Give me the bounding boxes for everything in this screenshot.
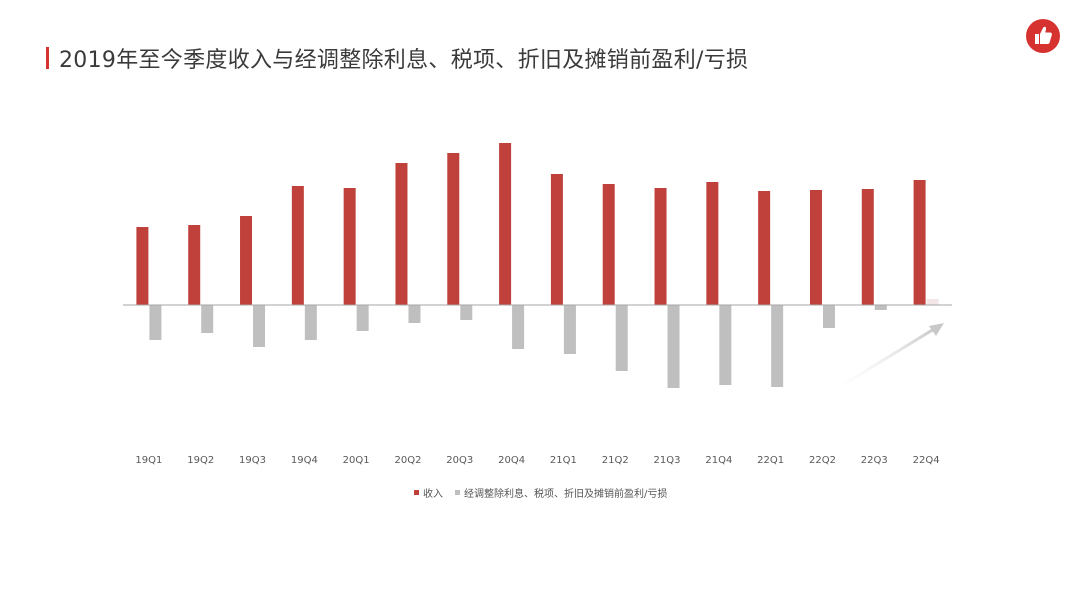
- bar-revenue-19q4: [291, 186, 304, 305]
- x-tick-label: 19Q2: [187, 455, 214, 466]
- thumbs-up-icon: [1026, 19, 1060, 53]
- bar-adjusted-ebitda-20q1: [356, 305, 369, 331]
- bar-revenue-19q3: [240, 216, 253, 305]
- bar-adjusted-ebitda-22q1: [771, 305, 784, 387]
- legend-item-adjusted-ebitda: 经调整除利息、税项、折旧及摊销前盈利/亏损: [455, 485, 667, 500]
- bar-revenue-22q1: [758, 191, 771, 305]
- x-tick-label: 22Q2: [809, 455, 836, 466]
- bar-revenue-21q2: [602, 184, 615, 305]
- page-title: 2019年至今季度收入与经调整除利息、税项、折旧及摊销前盈利/亏损: [59, 48, 749, 73]
- legend-label-adjusted-ebitda: 经调整除利息、税项、折旧及摊销前盈利/亏损: [464, 489, 668, 500]
- legend-swatch-revenue: [414, 490, 419, 495]
- bar-adjusted-ebitda-20q2: [408, 305, 421, 323]
- bar-revenue-20q4: [499, 143, 512, 305]
- bar-adjusted-ebitda-21q1: [563, 305, 576, 354]
- bar-adjusted-ebitda-22q3: [874, 305, 887, 310]
- bar-revenue-20q2: [395, 163, 408, 305]
- legend-label-revenue: 收入: [423, 489, 443, 500]
- bar-adjusted-ebitda-21q4: [719, 305, 732, 385]
- x-tick-label: 20Q3: [446, 455, 473, 466]
- chart-legend: 收入 经调整除利息、税项、折旧及摊销前盈利/亏损: [414, 485, 679, 500]
- bar-revenue-22q4: [913, 180, 926, 305]
- bar-revenue-22q2: [809, 190, 822, 305]
- bar-adjusted-ebitda-21q3: [667, 305, 680, 388]
- bar-revenue-21q4: [706, 182, 719, 305]
- x-tick-label: 21Q1: [550, 455, 577, 466]
- x-tick-label: 20Q1: [343, 455, 370, 466]
- bar-adjusted-ebitda-22q2: [822, 305, 835, 328]
- x-tick-label: 21Q4: [705, 455, 732, 466]
- x-tick-label: 21Q3: [654, 455, 681, 466]
- x-tick-label: 22Q1: [757, 455, 784, 466]
- x-tick-label: 19Q4: [291, 455, 318, 466]
- bar-adjusted-ebitda-19q4: [304, 305, 317, 340]
- bar-adjusted-ebitda-19q3: [253, 305, 266, 347]
- bar-revenue-21q1: [550, 174, 563, 305]
- x-tick-label: 21Q2: [602, 455, 629, 466]
- bar-revenue-20q3: [447, 153, 460, 305]
- x-tick-label: 22Q3: [861, 455, 888, 466]
- bar-revenue-20q1: [343, 188, 356, 305]
- bar-revenue-19q1: [136, 227, 149, 305]
- bar-adjusted-ebitda-19q1: [149, 305, 162, 340]
- bar-revenue-21q3: [654, 188, 667, 305]
- bar-revenue-19q2: [188, 225, 201, 305]
- x-tick-label: 22Q4: [913, 455, 940, 466]
- x-tick-label: 19Q1: [135, 455, 162, 466]
- legend-swatch-adjusted-ebitda: [455, 490, 460, 495]
- x-tick-label: 20Q4: [498, 455, 525, 466]
- trend-arrow: [823, 323, 944, 398]
- bar-revenue-22q3: [861, 189, 874, 305]
- x-tick-label: 19Q3: [239, 455, 266, 466]
- bar-adjusted-ebitda-22q4: [926, 299, 939, 305]
- bar-adjusted-ebitda-21q2: [615, 305, 628, 371]
- title-accent-bar: [46, 47, 49, 69]
- bar-adjusted-ebitda-20q4: [512, 305, 525, 349]
- bar-adjusted-ebitda-20q3: [460, 305, 473, 320]
- legend-item-revenue: 收入: [414, 485, 443, 500]
- bar-adjusted-ebitda-19q2: [201, 305, 214, 333]
- x-tick-label: 20Q2: [394, 455, 421, 466]
